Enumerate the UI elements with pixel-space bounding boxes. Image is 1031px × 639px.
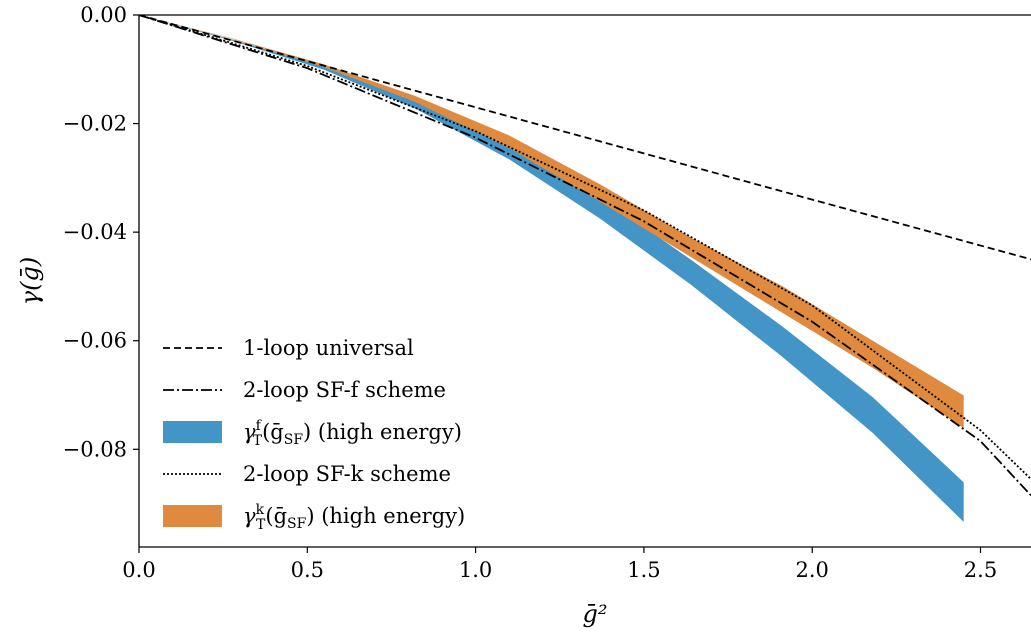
series-band-2 (139, 15, 964, 522)
legend-label-3: 2-loop SF-k scheme (243, 462, 451, 486)
series-band-4 (139, 15, 964, 429)
y-tick-label: −0.08 (63, 437, 127, 461)
legend-swatch-4 (163, 505, 222, 527)
x-tick-label: 0.5 (291, 558, 324, 582)
y-tick-label: 0.00 (80, 3, 127, 27)
x-axis-title: ḡ² (583, 600, 608, 628)
x-tick-label: 0.0 (122, 558, 155, 582)
legend-label-2: γf T(ḡSF) (high energy) (243, 418, 462, 449)
y-tick-label: −0.02 (63, 112, 127, 136)
plot-area (139, 15, 1031, 522)
series-line-1 (139, 15, 1031, 497)
x-tick-label: 2.5 (964, 558, 997, 582)
legend-swatch-2 (163, 421, 222, 443)
y-axis-title: γ(ḡ) (16, 257, 44, 305)
x-tick-label: 2.0 (796, 558, 829, 582)
legend-label-part: γ (243, 420, 256, 444)
y-tick-label: −0.06 (63, 329, 127, 353)
legend-label-part: (ḡ (265, 504, 287, 528)
legend-label-part: T (253, 433, 263, 449)
series-line-3 (139, 15, 1031, 480)
legend-label-part: ) (high energy) (306, 504, 465, 528)
legend-label-part: ) (high energy) (303, 420, 462, 444)
legend-label-part: SF (284, 432, 304, 448)
legend-label-4: γk T(ḡSF) (high energy) (243, 502, 465, 533)
legend-label-part: T (256, 517, 266, 533)
legend-label-part: SF (287, 516, 307, 532)
series-line-0 (139, 15, 1031, 261)
legend-label-1: 2-loop SF-f scheme (243, 378, 446, 402)
x-tick-label: 1.0 (459, 558, 492, 582)
y-tick-label: −0.04 (63, 220, 127, 244)
x-tick-label: 1.5 (627, 558, 660, 582)
legend-label-part: f (256, 418, 263, 434)
legend-label-part: k (256, 502, 265, 518)
legend-label-0: 1-loop universal (243, 336, 414, 360)
legend-label-part: (ḡ (262, 420, 284, 444)
legend-label-part: γ (243, 504, 256, 528)
